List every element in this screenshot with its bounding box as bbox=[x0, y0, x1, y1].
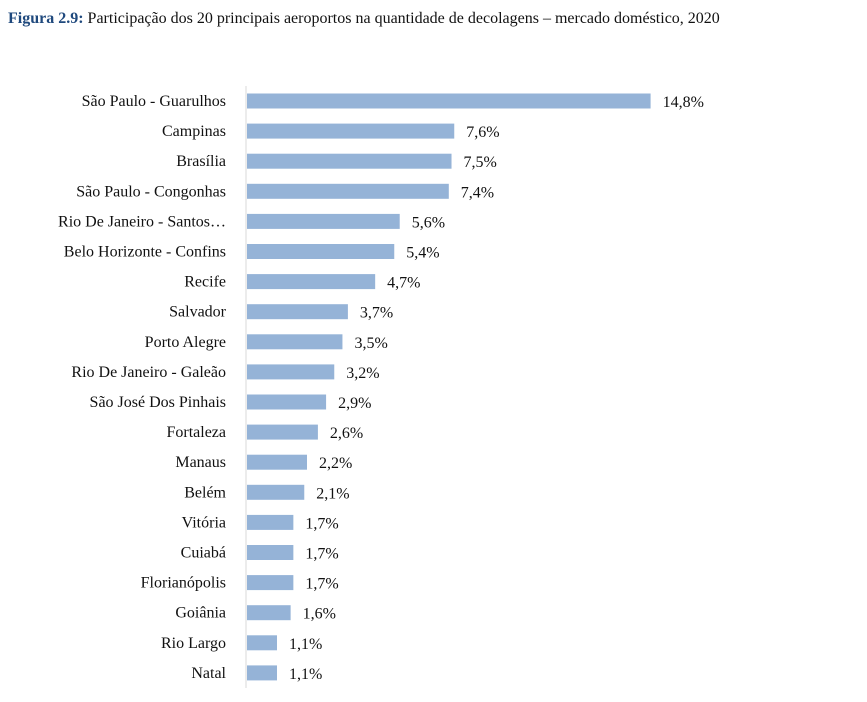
value-label: 4,7% bbox=[387, 275, 420, 292]
category-label: Cuiabá bbox=[181, 545, 226, 562]
bar bbox=[247, 454, 307, 470]
value-label: 2,6% bbox=[330, 425, 363, 442]
category-label: Manaus bbox=[175, 454, 226, 471]
category-label: Salvador bbox=[169, 304, 227, 321]
value-label: 2,9% bbox=[338, 395, 371, 412]
category-label: Natal bbox=[191, 665, 226, 682]
bar bbox=[247, 334, 343, 350]
bar bbox=[247, 364, 335, 380]
bar bbox=[247, 605, 291, 621]
value-label: 7,5% bbox=[464, 154, 497, 171]
bar bbox=[247, 575, 294, 591]
bar bbox=[247, 123, 455, 139]
category-label: Campinas bbox=[162, 123, 226, 140]
category-label: Rio Largo bbox=[161, 635, 226, 652]
value-label: 7,6% bbox=[466, 124, 499, 141]
value-label: 14,8% bbox=[663, 94, 704, 111]
value-label: 1,6% bbox=[303, 606, 336, 623]
category-label: Fortaleza bbox=[166, 424, 226, 441]
category-label: Rio De Janeiro - Galeão bbox=[71, 364, 226, 381]
category-label: Rio De Janeiro - Santos… bbox=[58, 213, 226, 230]
bar bbox=[247, 153, 452, 169]
bar bbox=[247, 635, 277, 651]
category-label: Vitória bbox=[182, 514, 226, 531]
bar bbox=[247, 244, 395, 259]
value-label: 2,2% bbox=[319, 455, 352, 472]
figure-label: Figura 2.9: bbox=[8, 10, 84, 27]
category-label: Belo Horizonte - Confins bbox=[64, 244, 226, 261]
value-label: 3,2% bbox=[346, 365, 379, 382]
category-label: São José Dos Pinhais bbox=[90, 394, 226, 411]
value-label: 5,4% bbox=[406, 245, 439, 262]
figure-title: Participação dos 20 principais aeroporto… bbox=[87, 10, 720, 27]
category-label: São Paulo - Guarulhos bbox=[82, 93, 226, 110]
bar bbox=[247, 424, 318, 440]
value-label: 1,1% bbox=[289, 666, 322, 683]
value-label: 7,4% bbox=[461, 184, 494, 201]
value-label: 3,5% bbox=[354, 335, 387, 352]
bar bbox=[247, 394, 327, 410]
bar bbox=[247, 514, 294, 530]
value-label: 1,1% bbox=[289, 636, 322, 653]
category-label: Florianópolis bbox=[141, 575, 226, 592]
bar bbox=[247, 545, 294, 560]
bar bbox=[247, 665, 277, 681]
category-label: Goiânia bbox=[175, 605, 226, 622]
bar bbox=[247, 183, 449, 199]
value-label: 1,7% bbox=[305, 546, 338, 563]
bar bbox=[247, 484, 305, 500]
category-label: Porto Alegre bbox=[145, 334, 226, 351]
value-label: 3,7% bbox=[360, 305, 393, 322]
category-label: São Paulo - Congonhas bbox=[76, 183, 226, 200]
value-label: 5,6% bbox=[412, 214, 445, 231]
bar bbox=[247, 213, 400, 229]
bar bbox=[247, 304, 348, 320]
category-label: Brasília bbox=[176, 153, 226, 170]
value-label: 1,7% bbox=[305, 576, 338, 593]
category-label: Recife bbox=[184, 274, 226, 291]
value-label: 1,7% bbox=[305, 515, 338, 532]
value-label: 2,1% bbox=[316, 485, 349, 502]
bar bbox=[247, 274, 376, 290]
figure-caption: Figura 2.9: Participação dos 20 principa… bbox=[8, 8, 858, 30]
bar bbox=[247, 93, 651, 109]
category-label: Belém bbox=[184, 484, 226, 501]
